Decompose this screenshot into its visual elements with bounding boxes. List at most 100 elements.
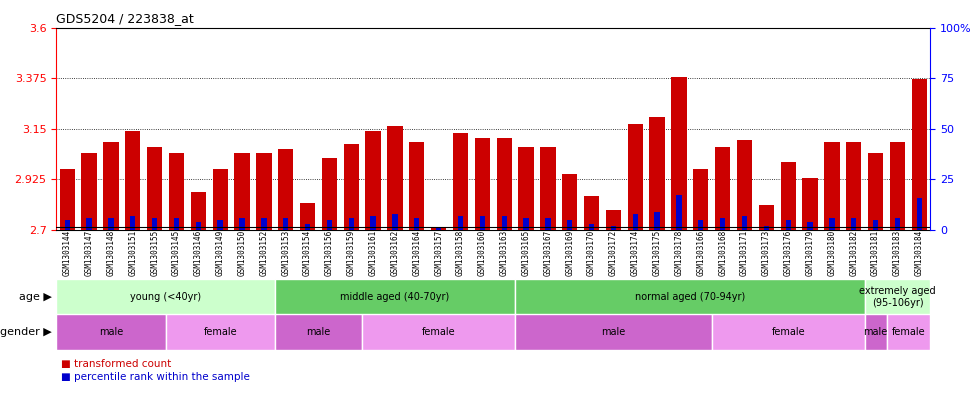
Bar xyxy=(190,192,206,230)
Text: gender ▶: gender ▶ xyxy=(0,327,51,337)
Bar xyxy=(452,133,468,230)
Text: GSM1303155: GSM1303155 xyxy=(151,230,159,275)
Text: ■ transformed count: ■ transformed count xyxy=(61,358,172,369)
Bar xyxy=(720,218,725,230)
Bar xyxy=(671,77,686,230)
Bar xyxy=(362,314,516,350)
Text: GDS5204 / 223838_at: GDS5204 / 223838_at xyxy=(56,12,194,25)
Bar xyxy=(516,279,865,314)
Bar xyxy=(742,216,748,230)
Bar xyxy=(103,142,118,230)
Text: GSM1303172: GSM1303172 xyxy=(609,230,618,275)
Bar xyxy=(475,138,490,230)
Bar xyxy=(344,145,359,230)
Text: female: female xyxy=(203,327,237,337)
Bar xyxy=(392,214,398,230)
Bar xyxy=(165,314,275,350)
Text: GSM1303154: GSM1303154 xyxy=(303,230,312,275)
Bar xyxy=(278,149,293,230)
Text: male: male xyxy=(601,327,625,337)
Text: male: male xyxy=(307,327,330,337)
Bar xyxy=(873,220,879,230)
Bar xyxy=(125,131,141,230)
Bar xyxy=(147,147,162,230)
Text: GSM1303162: GSM1303162 xyxy=(390,230,399,275)
Bar xyxy=(275,279,516,314)
Bar xyxy=(693,169,709,230)
Text: GSM1303173: GSM1303173 xyxy=(762,230,771,275)
Text: young (<40yr): young (<40yr) xyxy=(130,292,201,302)
Text: GSM1303167: GSM1303167 xyxy=(544,230,552,275)
Text: female: female xyxy=(771,327,805,337)
Text: GSM1303147: GSM1303147 xyxy=(84,230,93,275)
Bar xyxy=(349,218,354,230)
Bar xyxy=(151,218,157,230)
Bar xyxy=(86,218,92,230)
Text: GSM1303150: GSM1303150 xyxy=(238,230,247,275)
Bar xyxy=(676,195,682,230)
Bar xyxy=(889,142,905,230)
Bar xyxy=(457,216,463,230)
Text: GSM1303165: GSM1303165 xyxy=(521,230,530,275)
Bar xyxy=(758,205,774,230)
Text: GSM1303158: GSM1303158 xyxy=(456,230,465,275)
Bar xyxy=(786,220,791,230)
Bar xyxy=(283,218,288,230)
Bar xyxy=(912,79,927,230)
Bar xyxy=(218,220,223,230)
Bar xyxy=(300,203,316,230)
Bar xyxy=(431,228,447,230)
Bar xyxy=(523,218,529,230)
Bar xyxy=(846,142,861,230)
Bar xyxy=(698,220,704,230)
Bar xyxy=(865,314,887,350)
Bar xyxy=(64,220,70,230)
Bar xyxy=(239,218,245,230)
Bar xyxy=(562,174,578,230)
Bar xyxy=(501,216,507,230)
Text: GSM1303146: GSM1303146 xyxy=(194,230,203,275)
Text: GSM1303170: GSM1303170 xyxy=(587,230,596,275)
Bar xyxy=(654,212,660,230)
Bar xyxy=(275,314,362,350)
Text: GSM1303159: GSM1303159 xyxy=(347,230,355,275)
Text: middle aged (40-70yr): middle aged (40-70yr) xyxy=(340,292,450,302)
Text: age ▶: age ▶ xyxy=(18,292,51,302)
Bar xyxy=(321,158,337,230)
Bar xyxy=(516,314,712,350)
Text: female: female xyxy=(891,327,925,337)
Bar xyxy=(611,226,617,230)
Bar xyxy=(234,153,250,230)
Text: GSM1303179: GSM1303179 xyxy=(806,230,815,275)
Bar xyxy=(851,218,856,230)
Bar xyxy=(824,142,840,230)
Text: ■ percentile rank within the sample: ■ percentile rank within the sample xyxy=(61,372,251,382)
Text: GSM1303166: GSM1303166 xyxy=(696,230,705,275)
Text: GSM1303160: GSM1303160 xyxy=(478,230,486,275)
Text: GSM1303178: GSM1303178 xyxy=(675,230,684,275)
Text: GSM1303180: GSM1303180 xyxy=(827,230,836,275)
Bar xyxy=(82,153,97,230)
Text: GSM1303175: GSM1303175 xyxy=(653,230,661,275)
Bar xyxy=(130,216,136,230)
Text: GSM1303152: GSM1303152 xyxy=(259,230,268,275)
Text: GSM1303144: GSM1303144 xyxy=(63,230,72,275)
Text: GSM1303169: GSM1303169 xyxy=(565,230,574,275)
Text: GSM1303156: GSM1303156 xyxy=(325,230,334,275)
Bar xyxy=(195,222,201,230)
Text: GSM1303161: GSM1303161 xyxy=(369,230,378,275)
Text: GSM1303184: GSM1303184 xyxy=(915,230,923,275)
Text: GSM1303164: GSM1303164 xyxy=(413,230,421,275)
Bar xyxy=(56,279,275,314)
Text: GSM1303157: GSM1303157 xyxy=(434,230,443,275)
Bar xyxy=(567,220,573,230)
Bar xyxy=(261,218,267,230)
Text: GSM1303168: GSM1303168 xyxy=(719,230,727,275)
Bar xyxy=(737,140,753,230)
Text: GSM1303183: GSM1303183 xyxy=(893,230,902,275)
Bar xyxy=(213,169,228,230)
Bar xyxy=(59,169,75,230)
Text: GSM1303149: GSM1303149 xyxy=(216,230,224,275)
Bar xyxy=(540,147,555,230)
Bar xyxy=(606,210,621,230)
